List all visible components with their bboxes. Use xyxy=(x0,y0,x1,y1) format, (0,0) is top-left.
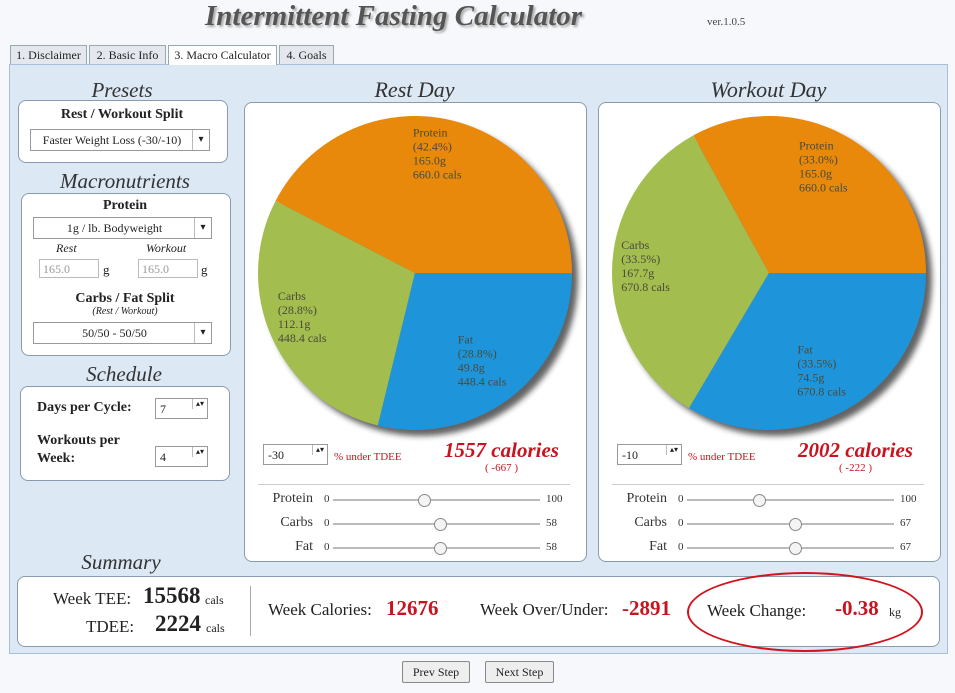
field-label: Workout xyxy=(146,241,187,255)
section-heading: Macronutrients xyxy=(60,169,190,193)
section-heading: Presets xyxy=(91,78,153,102)
calories: 2002 calories xyxy=(798,438,913,462)
field-label: Rest / Workout Split xyxy=(60,107,184,122)
divider xyxy=(250,586,251,636)
slider-min: 0 xyxy=(324,541,330,553)
slider-handle[interactable] xyxy=(789,542,803,555)
prev-button[interactable]: Prev Step xyxy=(402,661,470,683)
input[interactable]: 165.0 xyxy=(138,259,198,278)
field-label: Workouts per Week: xyxy=(37,433,120,466)
slider-max: 67 xyxy=(900,517,911,529)
tab-active[interactable]: 3. Macro Calculator xyxy=(168,45,277,65)
slider-handle[interactable] xyxy=(753,494,767,507)
field-label: Rest xyxy=(56,241,77,255)
slider-min: 0 xyxy=(678,541,684,553)
slider-label: Protein xyxy=(272,491,313,506)
slider-track xyxy=(333,499,540,501)
slider-track xyxy=(687,499,894,501)
slider-min: 0 xyxy=(678,517,684,529)
slider-handle[interactable] xyxy=(418,494,432,507)
summary-unit: cals xyxy=(206,621,225,635)
slider-handle[interactable] xyxy=(789,518,803,531)
slider-handle[interactable] xyxy=(434,518,448,531)
dropdown[interactable]: Faster Weight Loss (-30/-10) xyxy=(30,129,210,151)
version: ver.1.0.5 xyxy=(707,16,746,28)
adjust-label: % under TDEE xyxy=(334,451,402,463)
slider-label: Fat xyxy=(295,539,313,554)
slider-min: 0 xyxy=(324,517,330,529)
slider-max: 58 xyxy=(546,517,557,529)
unit: g xyxy=(103,262,110,277)
slider-label: Fat xyxy=(649,539,667,554)
slider-min: 0 xyxy=(678,493,684,505)
tab[interactable]: 1. Disclaimer xyxy=(10,45,87,64)
calories-diff: ( -667 ) xyxy=(485,462,518,474)
dropdown[interactable]: 1g / lb. Bodyweight xyxy=(33,217,212,239)
field-label: Protein xyxy=(102,198,148,213)
spinner[interactable]: 4 xyxy=(155,446,208,467)
adjust-label: % under TDEE xyxy=(688,451,756,463)
spinner[interactable]: -30 xyxy=(263,444,328,465)
summary-label: TDEE: xyxy=(86,617,135,636)
summary-unit: cals xyxy=(205,593,224,607)
slider-label: Carbs xyxy=(280,515,313,530)
unit: g xyxy=(201,262,208,277)
divider xyxy=(612,484,924,485)
spinner[interactable]: 7 xyxy=(155,398,208,419)
app-title: Intermittent Fasting Calculator xyxy=(205,0,583,32)
tab[interactable]: 2. Basic Info xyxy=(89,45,166,64)
summary-value: 12676 xyxy=(386,596,439,620)
slider-label: Carbs xyxy=(634,515,667,530)
calories-diff: ( -222 ) xyxy=(839,462,872,474)
summary-value: -2891 xyxy=(622,596,671,620)
slider-max: 58 xyxy=(546,541,557,553)
field-label: Days per Cycle: xyxy=(37,400,132,415)
summary-label: Week Change: xyxy=(707,601,807,620)
tab[interactable]: 4. Goals xyxy=(279,45,334,64)
summary-value: -0.38 xyxy=(835,596,879,620)
slider-max: 100 xyxy=(546,493,563,505)
dropdown[interactable]: 50/50 - 50/50 xyxy=(33,322,212,344)
slider-min: 0 xyxy=(324,493,330,505)
field-sublabel: (Rest / Workout) xyxy=(92,306,158,317)
summary-unit: kg xyxy=(889,605,901,619)
slider-label: Protein xyxy=(626,491,667,506)
slider-max: 100 xyxy=(900,493,917,505)
divider xyxy=(258,484,570,485)
section-heading: Schedule xyxy=(86,362,162,386)
day-heading: Workout Day xyxy=(710,77,827,102)
section-heading: Summary xyxy=(81,550,161,574)
day-heading: Rest Day xyxy=(374,77,455,102)
summary-value: 2224 xyxy=(155,611,201,636)
summary-label: Week Over/Under: xyxy=(480,600,609,619)
highlight-ellipse xyxy=(687,572,923,652)
slider-handle[interactable] xyxy=(434,542,448,555)
field-label: Carbs / Fat Split xyxy=(75,291,175,306)
summary-value: 15568 xyxy=(143,583,201,608)
next-button[interactable]: Next Step xyxy=(485,661,554,683)
spinner[interactable]: -10 xyxy=(617,444,682,465)
summary-label: Week TEE: xyxy=(53,589,132,608)
input[interactable]: 165.0 xyxy=(39,259,99,278)
calories: 1557 calories xyxy=(444,438,559,462)
summary-label: Week Calories: xyxy=(268,600,372,619)
slider-max: 67 xyxy=(900,541,911,553)
